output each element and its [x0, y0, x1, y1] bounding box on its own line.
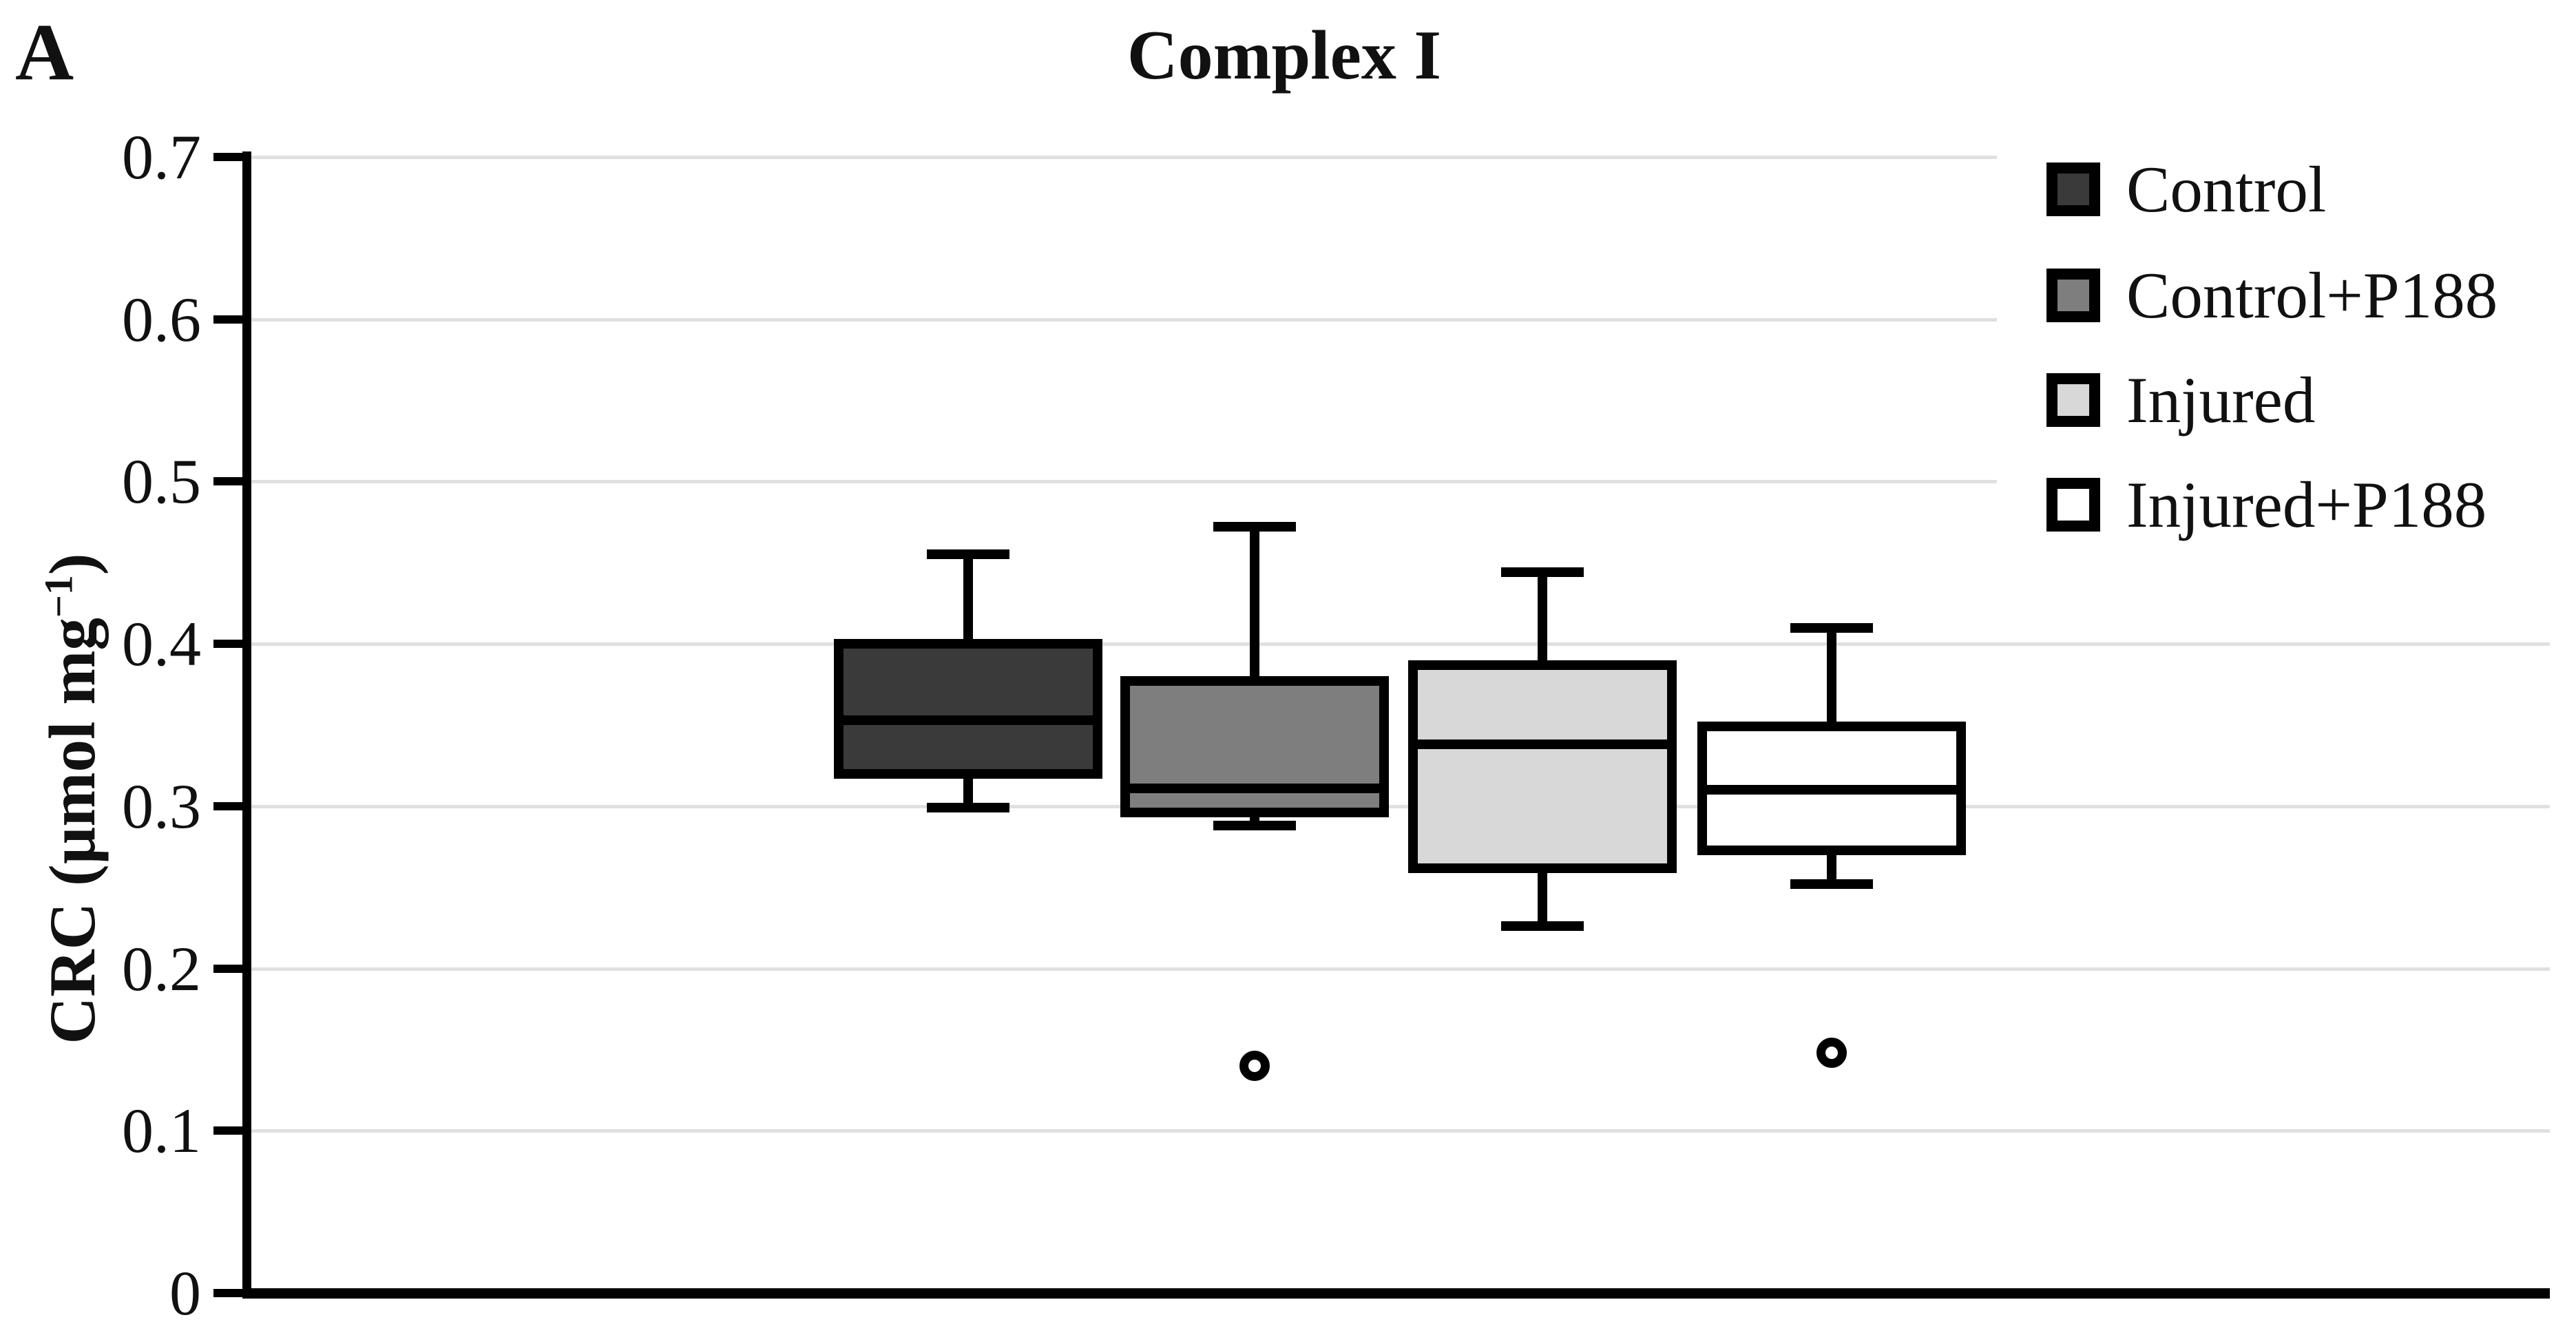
y-tick-0.3 — [213, 802, 242, 810]
y-tick-0.5 — [213, 477, 242, 485]
median-control-p188 — [1120, 784, 1389, 793]
legend-swatch-injured-p188 — [2046, 478, 2100, 532]
gridline-0.7 — [251, 156, 1997, 159]
y-tick-0.6 — [213, 315, 242, 324]
y-tick-label-0.1: 0.1 — [122, 1095, 201, 1166]
median-injured — [1408, 739, 1677, 749]
box-injured — [1408, 660, 1677, 873]
legend-swatch-control-p188 — [2046, 269, 2100, 322]
gridline-0.3 — [251, 805, 2550, 808]
legend-item-injured: Injured — [2046, 359, 2315, 441]
whisker-low-cap-injured — [1501, 921, 1584, 931]
y-axis-label-close: ) — [36, 553, 109, 576]
median-control — [834, 715, 1102, 725]
box-control-p188 — [1120, 676, 1389, 817]
panel-label: A — [15, 7, 74, 97]
y-tick-label-0.3: 0.3 — [122, 771, 201, 841]
y-tick-label-0.4: 0.4 — [122, 609, 201, 679]
whisker-low-stem-control — [963, 774, 973, 808]
y-tick-label-0.2: 0.2 — [122, 934, 201, 1004]
outlier-control-p188-0 — [1239, 1051, 1270, 1081]
legend-swatch-control — [2046, 162, 2100, 216]
legend-label-injured-p188: Injured+P188 — [2126, 468, 2487, 541]
box-control — [834, 639, 1102, 779]
gridline-0.1 — [251, 1129, 2550, 1133]
y-tick-label-0: 0 — [169, 1258, 201, 1328]
y-tick-0.7 — [213, 153, 242, 161]
gridline-0.4 — [251, 642, 2550, 646]
legend-item-injured-p188: Injured+P188 — [2046, 463, 2486, 546]
legend-swatch-injured — [2046, 373, 2100, 427]
y-tick-label-0.7: 0.7 — [122, 122, 201, 192]
whisker-high-stem-injured — [1538, 572, 1547, 665]
y-tick-0 — [213, 1289, 242, 1297]
y-tick-label-0.6: 0.6 — [122, 284, 201, 355]
median-injured-p188 — [1697, 785, 1966, 795]
chart-title: Complex I — [1127, 17, 1442, 94]
whisker-high-stem-control-p188 — [1250, 527, 1259, 681]
gridline-0.6 — [251, 318, 1997, 322]
y-tick-0.1 — [213, 1126, 242, 1135]
whisker-low-cap-injured-p188 — [1790, 879, 1873, 889]
whisker-low-stem-injured — [1538, 868, 1547, 926]
outlier-injured-p188-0 — [1816, 1038, 1847, 1068]
y-tick-0.2 — [213, 965, 242, 973]
legend-item-control-p188: Control+P188 — [2046, 254, 2498, 337]
whisker-high-stem-control — [963, 554, 973, 644]
whisker-low-cap-control — [927, 803, 1009, 812]
y-tick-label-0.5: 0.5 — [122, 446, 201, 516]
gridline-0.5 — [251, 480, 1997, 483]
x-axis-line — [242, 1288, 2550, 1299]
legend-label-injured: Injured — [2126, 364, 2316, 437]
whisker-high-stem-injured-p188 — [1827, 628, 1836, 726]
legend-label-control-p188: Control+P188 — [2126, 259, 2498, 332]
gridline-0.2 — [251, 967, 2550, 971]
legend-item-control: Control — [2046, 148, 2326, 231]
whisker-low-stem-injured-p188 — [1827, 850, 1836, 884]
y-tick-0.4 — [213, 640, 242, 648]
whisker-low-cap-control-p188 — [1213, 821, 1296, 830]
legend-label-control: Control — [2126, 153, 2327, 226]
y-axis-line — [242, 151, 251, 1299]
